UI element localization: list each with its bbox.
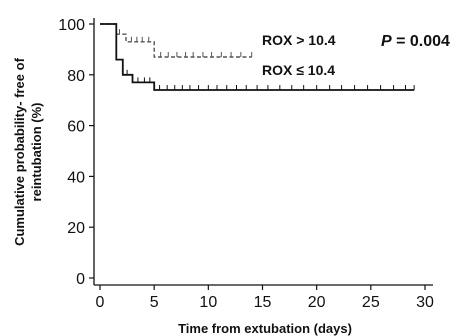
x-tick-label: 15 — [254, 294, 272, 311]
y-tick-label: 60 — [67, 119, 85, 136]
y-tick-label: 20 — [67, 220, 85, 237]
curves — [100, 23, 415, 91]
y-axis-title-line2: reintubation (%) — [29, 103, 44, 202]
p-value-number: = 0.004 — [392, 33, 450, 50]
y-tick-label: 40 — [67, 169, 85, 186]
ticks: 0 5 10 15 20 25 30 0 20 40 60 80 100 — [58, 17, 434, 311]
y-tick-label: 100 — [58, 17, 85, 34]
censor-marks — [119, 29, 415, 91]
x-tick-label: 30 — [416, 294, 434, 311]
legend-label-rox-high: ROX > 10.4 — [262, 32, 336, 48]
x-tick-label: 5 — [150, 294, 159, 311]
axes — [93, 18, 433, 286]
y-tick-label: 0 — [76, 271, 85, 288]
km-curve-series-2 — [100, 23, 415, 91]
x-tick-label: 0 — [96, 294, 105, 311]
p-value-symbol: P — [381, 33, 392, 50]
km-curve-series-1 — [100, 23, 252, 58]
y-axis-title-line1: Cumulative probability- free of — [12, 57, 27, 245]
x-tick-label: 25 — [362, 294, 380, 311]
x-tick-label: 20 — [308, 294, 326, 311]
legend-label-rox-low: ROX ≤ 10.4 — [262, 62, 335, 78]
y-tick-label: 80 — [67, 68, 85, 85]
x-tick-label: 10 — [199, 294, 217, 311]
x-axis-title: Time from extubation (days) — [178, 321, 352, 336]
p-value-annotation: P = 0.004 — [381, 33, 450, 50]
